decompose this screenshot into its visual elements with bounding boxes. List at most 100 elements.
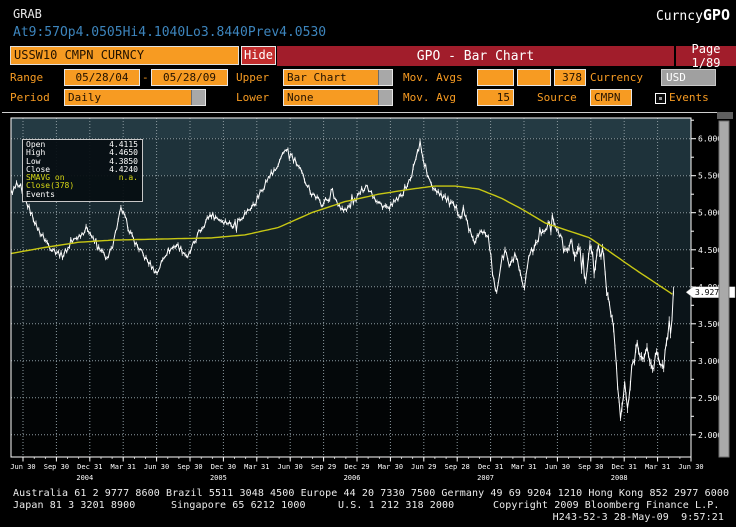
currency-label: Currency xyxy=(590,71,643,84)
dropdown-arrow-strip[interactable] xyxy=(378,70,392,85)
ohlc-legend: Open 4.4115 High 4.4650 Low 4.3850 Close 4.4… xyxy=(22,139,143,203)
checkbox-dot xyxy=(659,97,662,100)
y-tick-label: 6.0000 xyxy=(698,135,727,144)
range-end-input[interactable]: 05/28/09 xyxy=(151,69,228,86)
function-code: GPO xyxy=(702,6,730,24)
page-title: GPO - Bar Chart xyxy=(416,48,535,64)
legend-close-label: Close xyxy=(26,164,51,174)
x-tick-label: Mar 31 xyxy=(244,463,269,471)
range-separator: - xyxy=(142,71,149,84)
page-indicator[interactable]: Page 1/89 xyxy=(691,42,721,70)
range-start-input[interactable]: 05/28/04 xyxy=(64,69,140,86)
x-tick-label: Sep 28 xyxy=(445,463,470,471)
chart-scrollbar-button[interactable] xyxy=(717,112,733,119)
chart-background xyxy=(11,118,691,457)
x-year-label: 2004 xyxy=(76,474,93,482)
footer-singapore: Singapore 65 6212 1000 xyxy=(171,500,306,511)
events-checkbox[interactable] xyxy=(655,93,666,104)
legend-smavg-row: SMAVG on Close(378) n.a. xyxy=(26,174,138,191)
y-tick-label: 3.5000 xyxy=(698,320,727,329)
source-label: Source xyxy=(537,91,577,104)
legend-smavg-label: SMAVG on Close(378) xyxy=(26,173,75,191)
x-tick-label: Dec 29 xyxy=(344,463,369,471)
x-tick-label: Sep 30 xyxy=(177,463,202,471)
high-value: 4.1040 xyxy=(138,25,186,40)
legend-low-value: 4.3850 xyxy=(109,156,138,166)
y-tick-label: 4.5000 xyxy=(698,246,727,255)
legend-row: Low 4.3850 xyxy=(26,156,138,166)
x-tick-label: Jun 30 xyxy=(545,463,570,471)
x-tick-label: Mar 31 xyxy=(511,463,536,471)
x-tick-label: Dec 31 xyxy=(77,463,102,471)
open-value: 4.0505 xyxy=(75,25,123,40)
lower-chart-value: None xyxy=(287,91,314,104)
period-value: Daily xyxy=(68,91,102,104)
high-label: Hi xyxy=(122,25,139,40)
mov-avg-label: Mov. Avg xyxy=(403,91,456,104)
x-tick-label: Sep 30 xyxy=(578,463,603,471)
currency-dropdown[interactable]: USD xyxy=(661,69,716,86)
period-label: Period xyxy=(10,91,50,104)
x-axis: Jun 30 Sep 30 Dec 31 Mar 31 Jun 30 Sep 30 Dec … xyxy=(10,457,704,482)
x-tick-label: Jun 30 xyxy=(678,463,703,471)
low-value: 3.8440 xyxy=(200,25,248,40)
legend-low-label: Low xyxy=(26,156,41,166)
y-tick-label: 5.0000 xyxy=(698,209,727,218)
x-tick-label: Sep 30 xyxy=(44,463,69,471)
x-tick-label: Jun 30 xyxy=(144,463,169,471)
source-value: CMPN xyxy=(594,91,621,104)
x-tick-label: Mar 31 xyxy=(645,463,670,471)
x-year-label: 2006 xyxy=(344,474,361,482)
events-label: Events xyxy=(669,91,709,104)
upper-chart-dropdown[interactable]: Bar Chart xyxy=(283,69,393,86)
dropdown-arrow-strip[interactable] xyxy=(378,90,392,105)
mov-avg-input-3[interactable]: 378 xyxy=(554,69,586,86)
function-mnemonic: CurncyGPO xyxy=(656,5,730,24)
mov-avgs-label: Mov. Avgs xyxy=(403,71,463,84)
legend-open-label: Open xyxy=(26,140,46,149)
quote-line: At9:57Op4.0505Hi4.1040Lo3.8440Prev4.0530 xyxy=(13,25,326,40)
source-input[interactable]: CMPN xyxy=(590,89,632,106)
controls-chart-separator xyxy=(2,112,717,113)
y-tick-label: 2.5000 xyxy=(698,394,727,403)
dropdown-arrow-strip[interactable] xyxy=(191,90,205,105)
at-time: 9:57 xyxy=(28,25,60,40)
security-ticker-field[interactable]: USSW10 CMPN CURNCY xyxy=(10,46,239,65)
x-tick-label: Dec 31 xyxy=(612,463,637,471)
period-dropdown[interactable]: Daily xyxy=(64,89,206,106)
legend-high-value: 4.4650 xyxy=(109,148,138,158)
x-year-label: 2007 xyxy=(477,474,494,482)
prev-value: 4.0530 xyxy=(279,25,327,40)
x-tick-label: Mar 30 xyxy=(378,463,403,471)
x-tick-label: Jun 30 xyxy=(278,463,303,471)
mov-avg-input-2[interactable] xyxy=(517,69,551,86)
y-tick-label: 5.5000 xyxy=(698,172,727,181)
mov-avg-input-1[interactable] xyxy=(477,69,514,86)
footer-contacts-line1: Australia 61 2 9777 8600 Brazil 5511 304… xyxy=(13,488,730,499)
chart-scrollbar[interactable] xyxy=(718,120,730,458)
mov-avg-period-input[interactable]: 15 xyxy=(477,89,514,106)
footer-us: U.S. 1 212 318 2000 xyxy=(338,500,455,511)
x-year-label: 2008 xyxy=(611,474,628,482)
hide-button[interactable]: Hide xyxy=(241,46,276,65)
smavg-line xyxy=(10,185,673,295)
prev-label: Prev xyxy=(247,25,280,40)
at-label: At xyxy=(13,25,29,40)
y-tick-label: 2.0000 xyxy=(698,431,727,440)
lower-chart-dropdown[interactable]: None xyxy=(283,89,393,106)
legend-smavg-value: n.a. xyxy=(118,173,138,183)
function-title-bar: GPO - Bar Chart Page 1/89 xyxy=(277,42,736,70)
footer-terminal-id: H243-52-3 28-May-09 9:57:21 xyxy=(552,512,724,523)
footer-copyright: Copyright 2009 Bloomberg Finance L.P. xyxy=(493,500,720,511)
legend-events-row: Events xyxy=(26,190,138,199)
lower-label: Lower xyxy=(236,91,270,104)
x-year-label: 2005 xyxy=(210,474,227,482)
legend-close-value: 4.4240 xyxy=(109,164,138,174)
legend-open-value: 4.4115 xyxy=(109,140,138,149)
x-tick-label: Dec 31 xyxy=(478,463,503,471)
range-label: Range xyxy=(10,71,44,84)
price-chart[interactable]: 6.00005.50005.00004.50004.00003.50003.00… xyxy=(0,112,736,487)
legend-row: High 4.4650 xyxy=(26,148,138,158)
y-tick-label: 3.0000 xyxy=(698,357,727,366)
